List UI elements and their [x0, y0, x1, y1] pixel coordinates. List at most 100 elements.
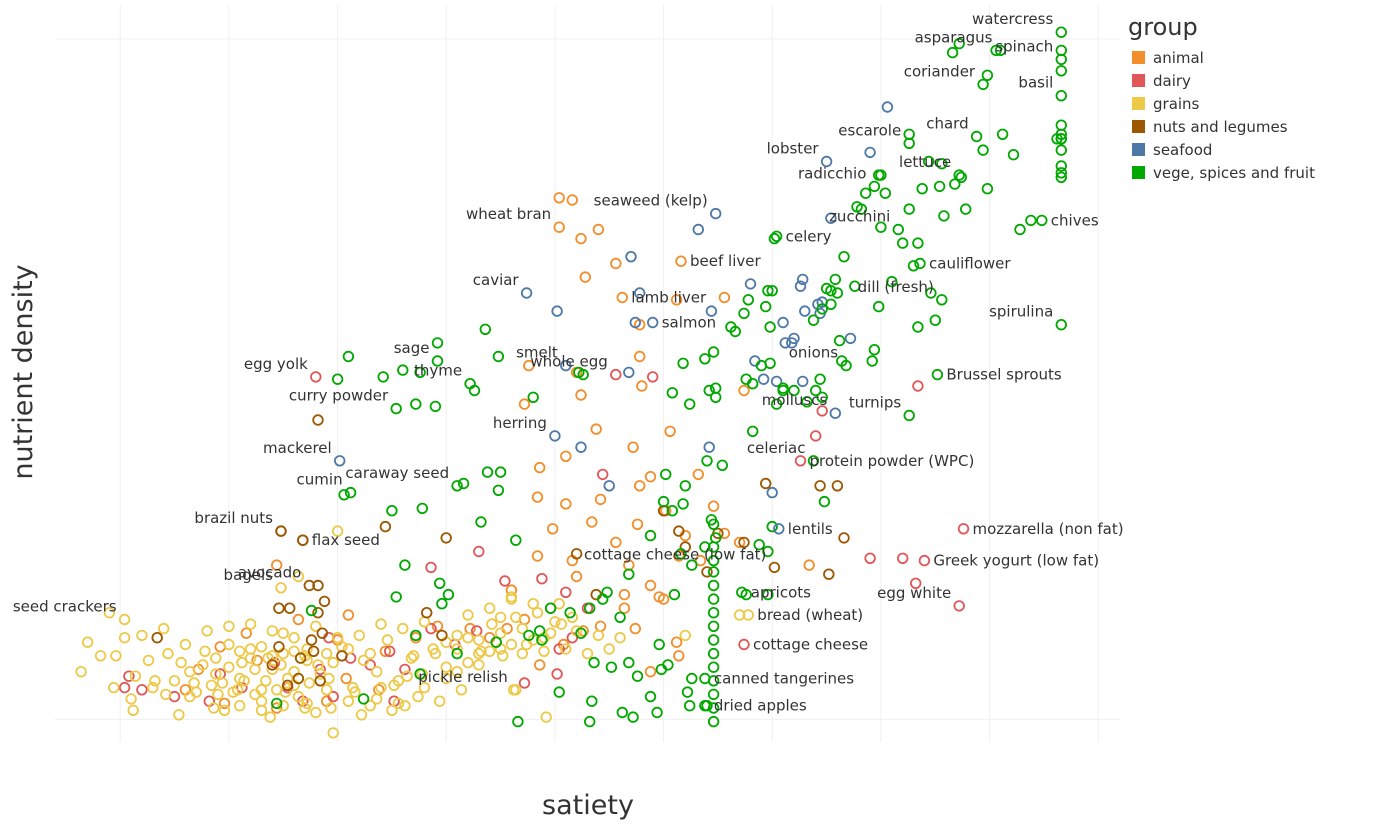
data-point-grains[interactable] [399, 700, 411, 712]
data-point-animal[interactable] [594, 493, 607, 506]
data-point-grains[interactable] [388, 679, 400, 692]
data-point-grains[interactable] [497, 650, 509, 662]
data-point-dairy[interactable] [560, 586, 572, 599]
data-point-vege[interactable] [977, 144, 989, 156]
data-point-vege[interactable] [657, 495, 670, 508]
legend-item-grains[interactable]: grains [1128, 92, 1378, 115]
data-point-seafood[interactable] [829, 407, 842, 419]
data-point-vege[interactable] [601, 586, 613, 599]
data-point-dairy[interactable] [597, 468, 609, 481]
data-point-animal[interactable] [271, 559, 283, 571]
data-point-vege[interactable] [684, 700, 696, 712]
data-point-vege[interactable] [707, 715, 720, 728]
data-point-vege[interactable] [933, 180, 946, 193]
data-point-vege[interactable] [390, 402, 402, 415]
data-point-vege[interactable] [410, 398, 422, 410]
data-point-seafood[interactable] [625, 251, 637, 263]
data-point-vege[interactable] [699, 700, 711, 712]
data-point-vege[interactable] [677, 357, 689, 370]
data-point-grains[interactable] [244, 618, 257, 630]
data-point-vege[interactable] [879, 187, 892, 199]
data-point-animal[interactable] [547, 523, 559, 535]
data-point-dairy[interactable] [310, 371, 322, 383]
data-point-animal[interactable] [664, 425, 676, 438]
data-point-vege[interactable] [464, 378, 476, 390]
data-point-grains[interactable] [136, 629, 148, 642]
data-point-grains[interactable] [742, 609, 755, 621]
data-point-animal[interactable] [692, 468, 705, 481]
data-point-animal[interactable] [553, 221, 565, 233]
data-point-vege[interactable] [710, 532, 722, 544]
data-point-animal[interactable] [618, 602, 631, 614]
data-point-grains[interactable] [527, 598, 539, 610]
data-point-grains[interactable] [275, 582, 287, 594]
data-point-vege[interactable] [1007, 148, 1020, 161]
data-point-vege[interactable] [938, 210, 950, 222]
data-point-grains[interactable] [407, 650, 420, 662]
data-point-seafood[interactable] [797, 273, 809, 286]
legend-item-dairy[interactable]: dairy [1128, 69, 1378, 92]
data-point-vege[interactable] [960, 203, 972, 215]
data-point-vege[interactable] [977, 78, 989, 91]
data-point-vege[interactable] [707, 593, 720, 605]
data-point-vege[interactable] [431, 337, 444, 349]
data-point-vege[interactable] [553, 686, 565, 698]
data-point-vege[interactable] [953, 169, 965, 181]
data-point-vege[interactable] [584, 715, 596, 728]
data-point-animal[interactable] [670, 294, 683, 306]
data-point-vege[interactable] [623, 568, 635, 580]
data-point-vege[interactable] [605, 661, 618, 673]
data-point-vege[interactable] [699, 541, 711, 553]
data-point-dairy[interactable] [816, 405, 828, 417]
data-point-vege[interactable] [564, 607, 576, 619]
data-point-animal[interactable] [342, 609, 355, 621]
data-point-nuts[interactable] [273, 602, 285, 614]
data-point-vege[interactable] [747, 378, 759, 390]
data-point-vege[interactable] [510, 534, 522, 546]
data-point-vege[interactable] [475, 516, 487, 528]
data-point-vege[interactable] [616, 706, 629, 719]
data-point-grains[interactable] [188, 677, 200, 689]
data-point-grains[interactable] [249, 688, 261, 701]
data-point-grains[interactable] [227, 686, 239, 698]
data-point-grains[interactable] [299, 702, 311, 714]
data-point-vege[interactable] [305, 604, 318, 617]
data-point-nuts[interactable] [738, 536, 750, 549]
data-point-grains[interactable] [223, 620, 235, 633]
data-point-dairy[interactable] [864, 552, 876, 565]
data-point-grains[interactable] [434, 695, 446, 707]
data-point-vege[interactable] [623, 656, 635, 669]
data-point-animal[interactable] [707, 500, 720, 512]
data-point-vege[interactable] [855, 203, 868, 215]
data-point-vege[interactable] [914, 257, 926, 270]
data-point-vege[interactable] [1055, 160, 1068, 172]
data-point-vege[interactable] [1014, 223, 1026, 236]
data-point-vege[interactable] [677, 498, 689, 510]
data-point-vege[interactable] [481, 466, 494, 478]
data-point-animal[interactable] [627, 441, 639, 453]
data-point-grains[interactable] [190, 686, 203, 698]
data-point-grains[interactable] [233, 700, 246, 712]
data-point-vege[interactable] [577, 368, 589, 381]
data-point-grains[interactable] [440, 661, 452, 673]
data-point-dairy[interactable] [918, 554, 931, 567]
data-point-grains[interactable] [679, 629, 692, 642]
data-point-vege[interactable] [814, 373, 826, 385]
data-point-vege[interactable] [816, 303, 828, 315]
data-point-animal[interactable] [610, 257, 622, 270]
data-point-vege[interactable] [770, 398, 783, 410]
data-point-grains[interactable] [223, 661, 235, 673]
data-point-nuts[interactable] [151, 632, 163, 644]
data-point-animal[interactable] [553, 192, 565, 204]
data-point-nuts[interactable] [379, 520, 392, 533]
data-point-grains[interactable] [149, 675, 161, 687]
data-point-grains[interactable] [325, 702, 337, 714]
data-point-vege[interactable] [512, 715, 524, 728]
data-point-animal[interactable] [610, 536, 622, 549]
data-point-seafood[interactable] [820, 155, 833, 168]
data-point-grains[interactable] [355, 709, 368, 721]
data-point-grains[interactable] [473, 647, 485, 660]
data-point-grains[interactable] [342, 695, 355, 707]
data-point-grains[interactable] [473, 634, 485, 646]
data-point-vege[interactable] [271, 697, 283, 710]
